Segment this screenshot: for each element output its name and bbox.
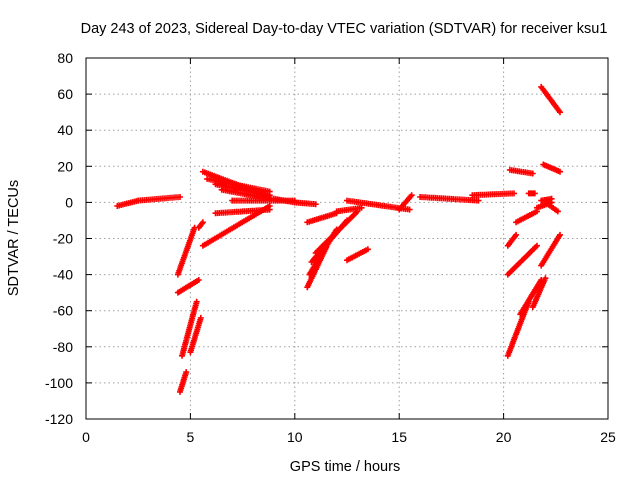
data-point-marks — [538, 195, 555, 204]
x-tick-label: 10 — [287, 429, 303, 445]
data-series-arc-10 — [212, 206, 273, 217]
data-point-marks — [333, 204, 365, 215]
y-tick-label: -60 — [53, 303, 73, 319]
data-series-arc-29 — [504, 298, 532, 359]
data-point-marks — [304, 210, 340, 226]
data-point-marks — [177, 369, 190, 395]
data-point-marks — [469, 190, 517, 199]
y-tick-label: -80 — [53, 339, 73, 355]
data-series-arc-25 — [344, 197, 413, 213]
data-point-marks — [174, 224, 198, 278]
axis-ticks: 0 5 10 15 20 25 -120 -100 -80 -60 -40 -20 0 20 40 60 80 — [45, 50, 616, 445]
data-series-arc-35 — [513, 208, 540, 226]
data-point-marks — [529, 275, 549, 311]
x-tick-label: 0 — [82, 429, 90, 445]
data-points — [114, 83, 563, 395]
y-tick-label: -120 — [45, 411, 73, 427]
data-point-marks — [517, 277, 545, 318]
data-point-marks — [212, 181, 273, 199]
x-tick-label: 5 — [187, 429, 195, 445]
data-series-arc-27 — [417, 194, 482, 204]
data-point-marks — [174, 277, 202, 296]
data-series-arc-31 — [529, 275, 549, 311]
data-point-marks — [417, 194, 482, 204]
data-point-marks — [504, 298, 532, 359]
y-tick-label: -20 — [53, 231, 73, 247]
data-series-arc-38 — [506, 166, 536, 177]
data-series-arc-22 — [344, 246, 371, 264]
y-tick-label: 60 — [57, 86, 73, 102]
data-series-arc-42 — [538, 195, 555, 204]
data-point-marks — [212, 206, 273, 217]
data-series-arc-41 — [525, 190, 538, 197]
data-point-marks — [504, 242, 540, 278]
data-point-marks — [538, 83, 563, 116]
data-point-marks — [525, 190, 538, 197]
data-point-marks — [344, 197, 413, 213]
data-point-marks — [506, 166, 536, 177]
data-series-arc-1 — [114, 197, 142, 209]
data-point-marks — [504, 231, 520, 249]
chart-title: Day 243 of 2023, Sidereal Day-to-day VTE… — [81, 21, 608, 37]
grid-lines — [86, 58, 608, 419]
data-point-marks — [344, 246, 371, 264]
data-point-marks — [195, 219, 206, 231]
y-tick-label: -40 — [53, 267, 73, 283]
data-series-arc-7 — [174, 224, 198, 278]
data-point-marks — [396, 192, 415, 213]
data-point-marks — [204, 175, 273, 195]
x-tick-label: 15 — [391, 429, 407, 445]
data-series-arc-2 — [135, 194, 183, 204]
data-series-arc-17 — [291, 199, 319, 208]
data-point-marks — [312, 208, 361, 256]
data-series-arc-23 — [304, 210, 340, 226]
data-series-arc-28 — [469, 190, 517, 199]
data-series-arc-26 — [396, 192, 415, 213]
data-series-arc-32 — [504, 242, 540, 278]
data-point-marks — [135, 194, 183, 204]
data-series-arc-21 — [312, 208, 361, 256]
data-series-arc-3 — [177, 369, 190, 395]
y-tick-label: -100 — [45, 375, 73, 391]
y-axis-label: SDTVAR / TECUs — [6, 180, 22, 296]
data-series-arc-8 — [195, 219, 206, 231]
data-series-arc-34 — [504, 231, 520, 249]
data-point-marks — [513, 208, 540, 226]
y-tick-label: 20 — [57, 158, 73, 174]
x-axis-label: GPS time / hours — [290, 459, 400, 475]
y-tick-label: 80 — [57, 50, 73, 66]
y-tick-label: 40 — [57, 122, 73, 138]
data-point-marks — [187, 314, 204, 356]
data-point-marks — [291, 199, 319, 208]
data-series-arc-13 — [212, 181, 273, 199]
data-series-arc-40 — [538, 83, 563, 116]
y-tick-label: 0 — [65, 194, 73, 210]
data-point-marks — [114, 197, 142, 209]
data-series-arc-33 — [538, 231, 563, 269]
data-point-marks — [538, 231, 563, 269]
data-point-marks — [540, 161, 563, 175]
data-series-arc-6 — [174, 277, 202, 296]
data-series-arc-5 — [187, 314, 204, 356]
data-series-arc-30 — [517, 277, 545, 318]
data-series-arc-39 — [540, 161, 563, 175]
data-series-arc-24 — [333, 204, 365, 215]
data-series-arc-4 — [179, 298, 200, 359]
x-tick-label: 20 — [496, 429, 512, 445]
x-tick-label: 25 — [600, 429, 616, 445]
data-point-marks — [179, 298, 200, 359]
data-series-arc-12 — [204, 175, 273, 195]
